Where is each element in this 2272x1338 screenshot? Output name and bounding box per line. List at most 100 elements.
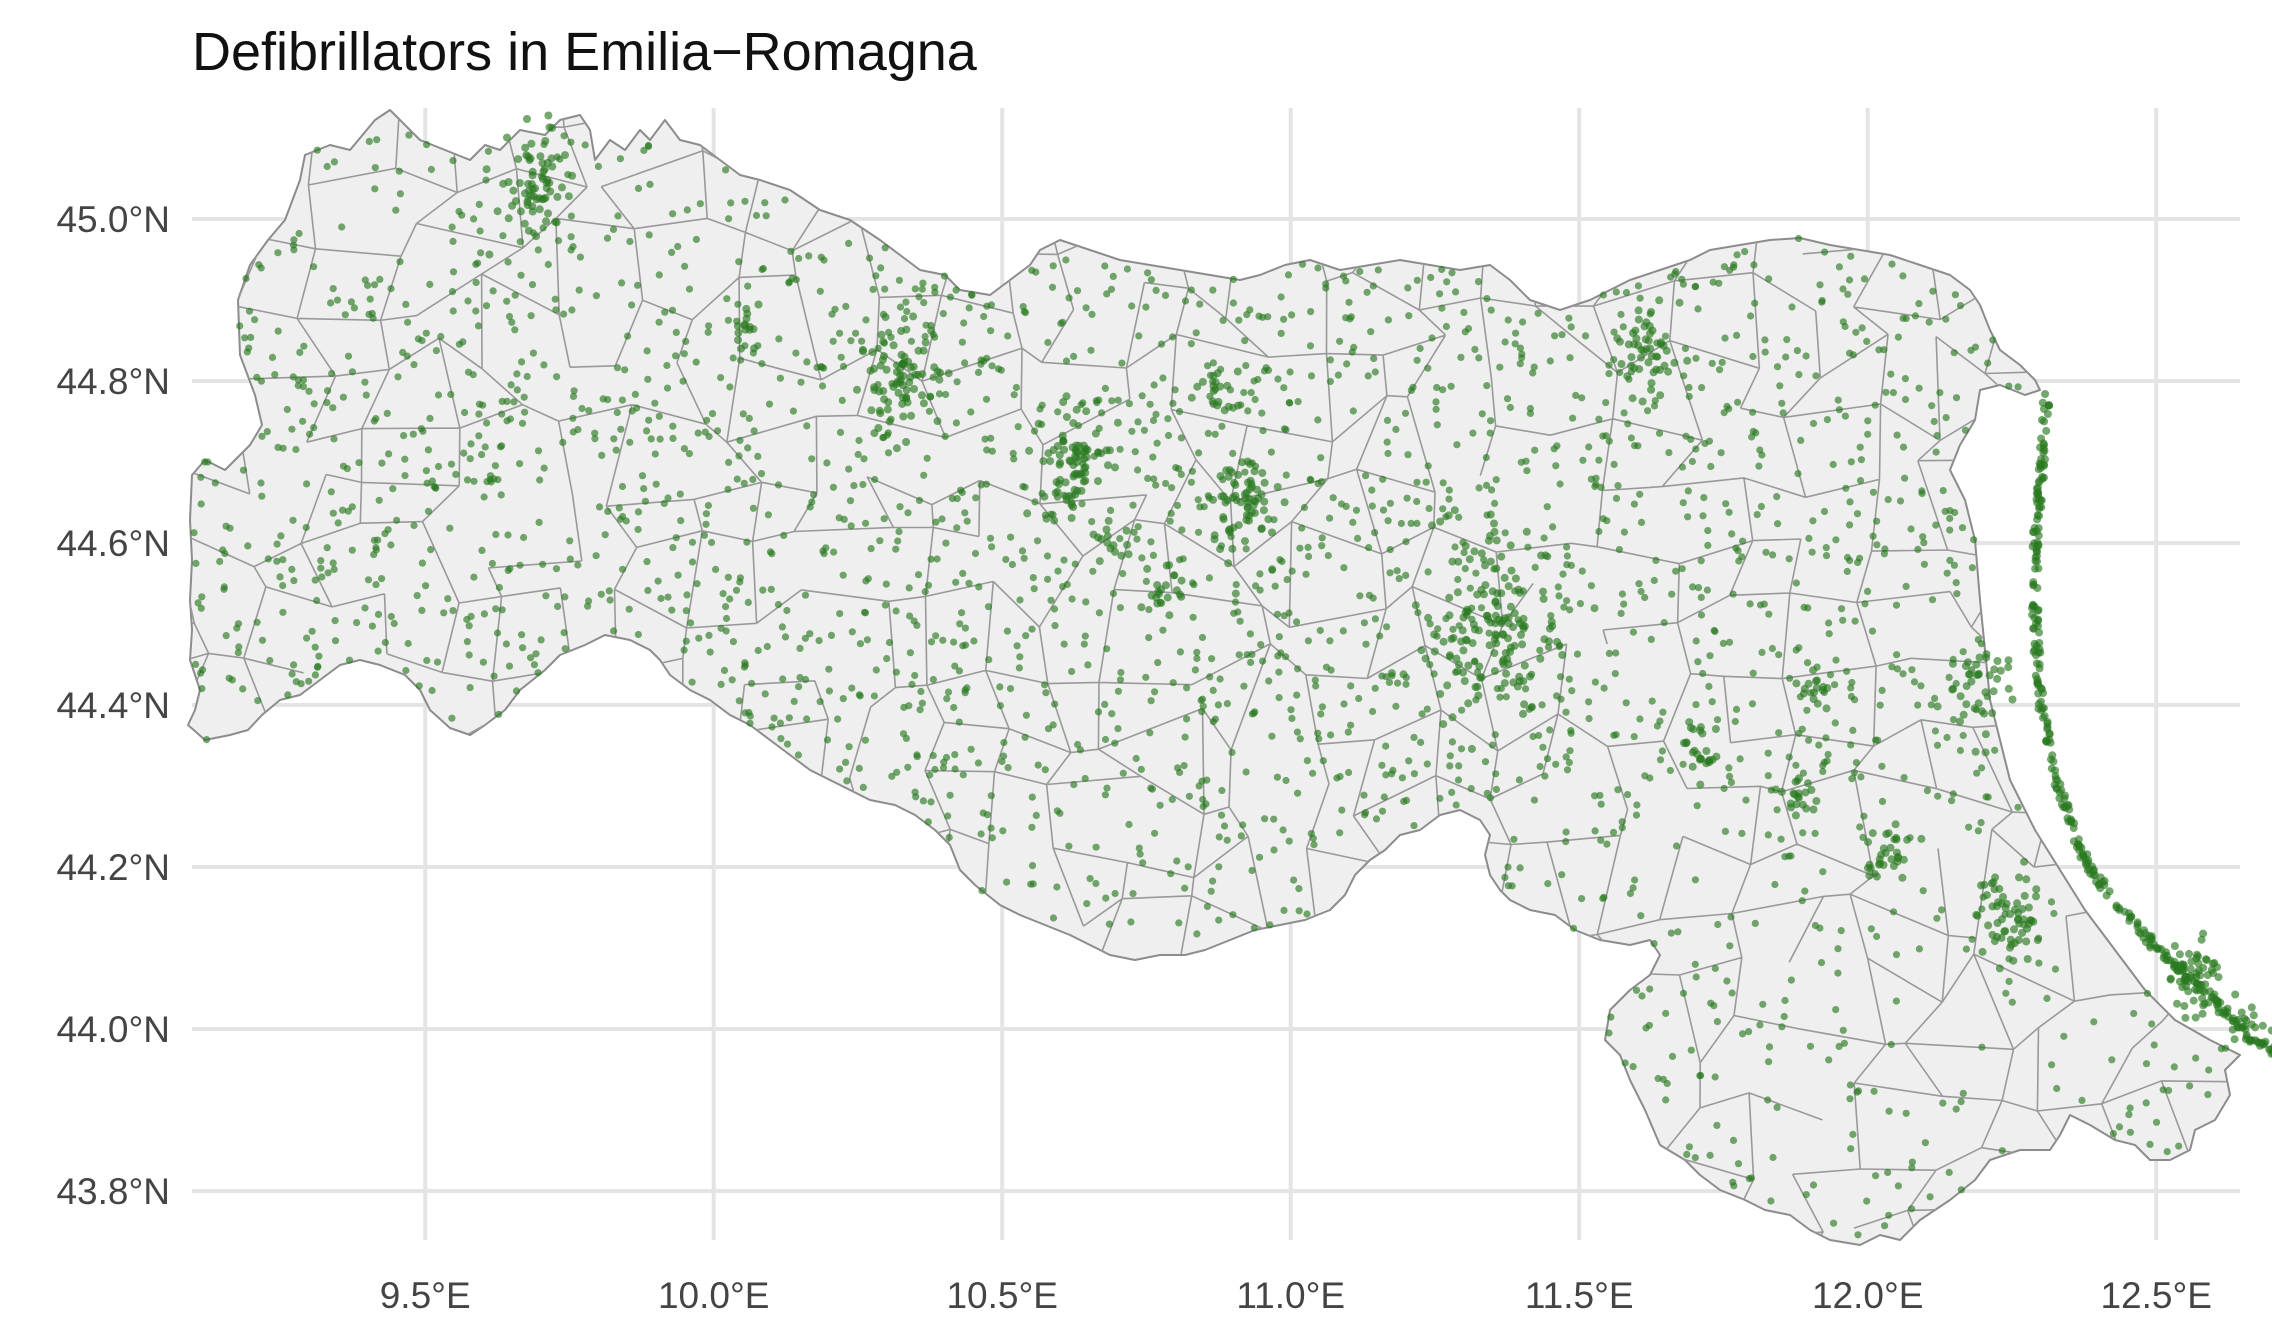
defibrillator-point-1099: [1787, 852, 1795, 860]
defibrillator-point-1638: [1899, 272, 1907, 280]
defibrillator-point-1565: [355, 459, 363, 467]
defibrillator-point-367: [1637, 912, 1645, 920]
defibrillator-point-655: [983, 302, 991, 310]
defibrillator-point-424: [1386, 569, 1394, 577]
defibrillator-point-232: [952, 578, 960, 586]
defibrillator-point-1789: [1629, 1063, 1637, 1071]
defibrillator-point-2013: [458, 211, 466, 219]
defibrillator-point-1867: [295, 229, 303, 238]
defibrillator-point-873: [461, 408, 469, 417]
defibrillator-point-945: [803, 358, 811, 366]
defibrillator-point-1810: [1804, 659, 1812, 667]
defibrillator-point-1892: [519, 644, 527, 652]
defibrillator-point-2001: [203, 736, 211, 744]
defibrillator-point-1386: [643, 347, 651, 355]
defibrillator-point-2371: [867, 406, 876, 415]
defibrillator-point-1944: [1529, 732, 1537, 741]
defibrillator-point-493: [1445, 495, 1453, 503]
defibrillator-point-1557: [331, 637, 340, 645]
defibrillator-point-616: [1010, 455, 1018, 463]
defibrillator-point-111: [1194, 528, 1203, 536]
defibrillator-point-537: [1188, 467, 1196, 475]
defibrillator-point-45: [749, 504, 758, 512]
defibrillator-point-1757: [1835, 1042, 1843, 1050]
defibrillator-point-2078: [414, 335, 422, 343]
defibrillator-point-678: [1934, 792, 1942, 800]
defibrillator-point-3102: [2240, 1014, 2249, 1023]
defibrillator-point-105: [1860, 812, 1868, 820]
defibrillator-point-2095: [1259, 427, 1267, 435]
defibrillator-point-2014: [1845, 276, 1854, 284]
defibrillator-point-1721: [460, 449, 468, 457]
defibrillator-point-2541: [1264, 515, 1273, 524]
defibrillator-point-1019: [668, 606, 676, 614]
defibrillator-point-2218: [1775, 651, 1783, 659]
defibrillator-point-755: [1691, 960, 1699, 968]
defibrillator-point-369: [931, 283, 939, 291]
defibrillator-point-2118: [504, 258, 512, 266]
defibrillator-point-1347: [1488, 486, 1496, 494]
defibrillator-point-2003: [1714, 920, 1722, 929]
defibrillator-point-398: [1242, 545, 1250, 553]
defibrillator-point-2087: [980, 312, 988, 321]
defibrillator-point-2058: [1102, 894, 1110, 902]
defibrillator-point-543: [1622, 699, 1630, 707]
defibrillator-point-2437: [897, 327, 906, 335]
defibrillator-point-1402: [1274, 652, 1282, 660]
defibrillator-point-347: [1635, 580, 1643, 588]
defibrillator-point-2545: [1250, 467, 1259, 476]
defibrillator-point-2172: [861, 736, 870, 744]
defibrillator-point-1451: [1747, 1174, 1755, 1182]
defibrillator-point-611: [1631, 876, 1639, 884]
defibrillator-point-1435: [1303, 757, 1311, 765]
defibrillator-point-2577: [1225, 466, 1234, 475]
defibrillator-point-2844: [1617, 360, 1626, 368]
defibrillator-point-2237: [1009, 449, 1017, 457]
defibrillator-point-1348: [447, 390, 455, 399]
defibrillator-point-2969: [1892, 833, 1901, 842]
defibrillator-point-2203: [664, 494, 672, 502]
defibrillator-point-1411: [633, 404, 641, 412]
defibrillator-point-862: [1259, 657, 1267, 665]
defibrillator-point-419: [727, 199, 735, 207]
defibrillator-point-514: [1229, 911, 1237, 919]
defibrillator-point-2353: [532, 232, 541, 241]
defibrillator-point-1209: [308, 627, 316, 635]
defibrillator-point-1396: [1899, 670, 1907, 678]
defibrillator-point-1338: [1706, 1151, 1714, 1159]
defibrillator-point-162: [1275, 633, 1283, 641]
defibrillator-point-2234: [1044, 575, 1052, 583]
defibrillator-point-750: [836, 610, 844, 618]
defibrillator-point-875: [1592, 474, 1600, 482]
defibrillator-point-1360: [967, 745, 975, 753]
defibrillator-point-2914: [1809, 695, 1818, 704]
defibrillator-point-2759: [1476, 673, 1485, 682]
defibrillator-point-1502: [766, 548, 775, 556]
defibrillator-point-1957: [492, 530, 500, 539]
defibrillator-point-1937: [951, 765, 959, 773]
defibrillator-point-442: [194, 599, 202, 607]
defibrillator-point-2012: [317, 564, 325, 572]
defibrillator-point-486: [516, 561, 524, 569]
defibrillator-point-1268: [1685, 392, 1693, 401]
defibrillator-point-725: [374, 647, 382, 655]
defibrillator-point-2692: [1510, 609, 1519, 618]
defibrillator-point-1289: [1610, 731, 1618, 739]
defibrillator-point-2713: [1387, 669, 1396, 678]
defibrillator-point-1591: [424, 446, 432, 454]
defibrillator-point-2758: [1491, 611, 1500, 620]
defibrillator-point-1658: [1081, 632, 1089, 640]
defibrillator-point-819: [1140, 426, 1148, 434]
defibrillator-point-2243: [626, 237, 634, 246]
defibrillator-point-2286: [720, 666, 729, 675]
defibrillator-point-2167: [1797, 436, 1805, 444]
defibrillator-point-3125: [1123, 540, 1132, 549]
defibrillator-point-56: [1917, 682, 1925, 690]
defibrillator-point-22: [754, 452, 762, 460]
defibrillator-point-648: [825, 665, 833, 673]
defibrillator-point-1911: [376, 275, 384, 283]
defibrillator-point-1886: [740, 479, 748, 487]
defibrillator-point-117: [1876, 701, 1884, 709]
defibrillator-point-2314: [516, 207, 525, 216]
defibrillator-point-2023: [339, 393, 347, 401]
